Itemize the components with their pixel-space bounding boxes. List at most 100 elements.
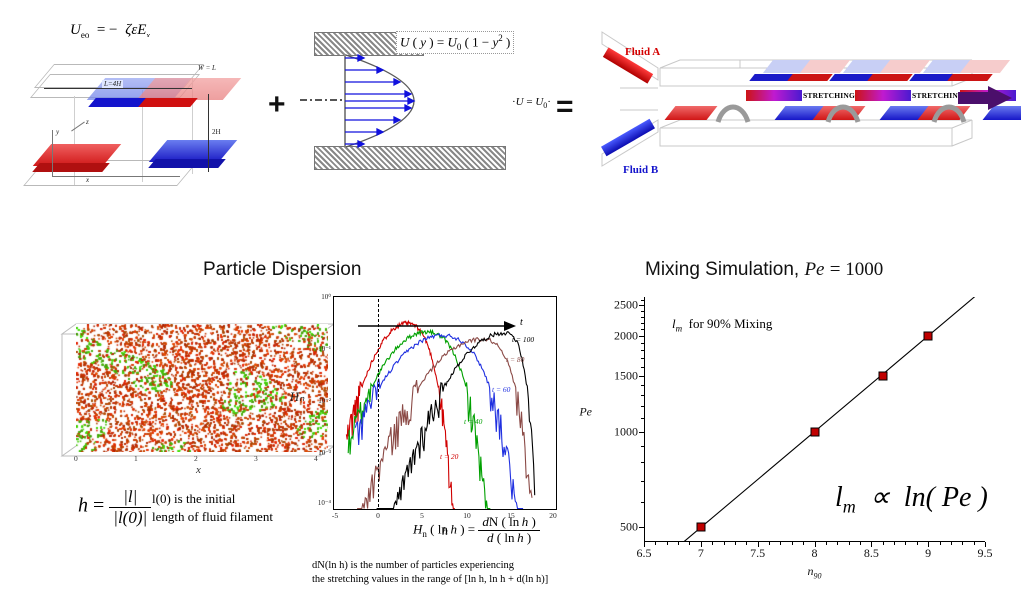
mixing-title-value: = 1000 [829, 259, 884, 280]
label-height: 2H [212, 128, 221, 136]
pd-xtick-1: 1 [134, 454, 138, 463]
pe-data-point [810, 427, 819, 437]
edge-line [142, 90, 143, 182]
pe-vs-n90-chart: 500 1000 1500 2000 2500 6.5 7 7.5 8 8.5 9 9.5 n90 Pe [579, 297, 993, 580]
pe-annotation-note: lm for 90% Mixing [672, 316, 773, 334]
pe-xtick-mark [871, 542, 873, 547]
pe-ytick-minor [641, 418, 644, 420]
pe-ytick-minor [641, 385, 644, 387]
pe-xtick-minor [837, 542, 839, 545]
section-title-particle-dispersion: Particle Dispersion [203, 259, 362, 280]
label-length: L=4H [102, 80, 124, 88]
pe-ytick-minor [641, 342, 644, 344]
pe-ytick-2000: 2000 [614, 328, 638, 343]
pe-xtick-9: 9 [925, 546, 932, 560]
pe-xtick-minor [825, 542, 827, 545]
pe-xtick-minor [950, 542, 952, 545]
wall-bottom [314, 146, 506, 170]
pe-ytick-mark [639, 431, 644, 433]
pe-ytick-minor [641, 480, 644, 482]
curve-label-t100: t = 100 [512, 335, 535, 344]
band-stretching-1: STRETCHING [803, 91, 856, 100]
pe-xtick-8: 8 [811, 546, 818, 560]
operator-plus: + [268, 88, 286, 121]
hist-xtick-0: 0 [376, 511, 380, 520]
profile-equation: U ( y ) = U0 ( 1 − y2 ) [396, 31, 515, 54]
pd-xlabel: x [196, 464, 201, 476]
pd-xtick-0: 0 [74, 454, 78, 463]
length-dim-line [44, 88, 192, 89]
chip-red-edge [947, 74, 993, 81]
label-width: W = L [198, 64, 216, 72]
electroosmotic-equation: Ueo = − ζεEx μ [70, 22, 154, 40]
pe-xtick-mark [985, 542, 986, 547]
pe-ytick-mark [639, 375, 644, 377]
pe-xtick-mark [928, 542, 930, 547]
hist-xtick-15: 15 [507, 511, 515, 520]
pe-xtick-minor [780, 542, 782, 545]
stretch-arrow [746, 90, 802, 101]
mixing-title-pe: Pe [804, 259, 825, 280]
pe-ytick-minor [641, 350, 644, 352]
pe-ylabel: Pe [579, 404, 592, 419]
dn-note-line1: dN(ln h) is the number of particles expe… [312, 560, 515, 571]
pe-xtick-9_5: 9.5 [977, 546, 993, 560]
pe-ytick-2500: 2500 [614, 297, 638, 312]
h-note: l(0) is the initial length of fluid fila… [152, 490, 273, 525]
pe-data-point [923, 331, 933, 341]
profile-baseline [344, 54, 346, 146]
particle-dispersion-plot: 0 1 2 3 4 1 0.5 0 -0.5 -1 x y [58, 318, 350, 476]
hist-xtick-20: 20 [549, 511, 557, 520]
pe-axes-frame [644, 297, 985, 542]
fluid-b-label: Fluid B [623, 164, 659, 176]
histogram-curves [345, 319, 536, 509]
h-zero-line [378, 299, 379, 507]
dn-note-line2: the stretching values in the range of [l… [312, 574, 549, 586]
pe-xtick-minor [973, 542, 975, 545]
curve-label-t40: t = 40 [464, 417, 483, 426]
hist-ytick-2: 10⁻² [318, 397, 331, 405]
eq-numerator: ζεEx [121, 22, 154, 37]
curve-label-t20: t = 20 [440, 452, 459, 461]
histogram-plot-area [334, 297, 556, 509]
hist-ytick-0: 10⁰ [321, 293, 331, 301]
chip-red-edge [787, 74, 833, 81]
folding-loops [715, 104, 967, 123]
operator-equals: = [556, 90, 574, 123]
pe-ytick-500: 500 [620, 519, 638, 534]
pe-xtick-minor [769, 542, 771, 545]
pe-xtick-minor [939, 542, 941, 545]
pe-ytick-minor [641, 502, 644, 504]
pe-ytick-mark [639, 305, 644, 307]
eq-operator: = − [93, 22, 118, 38]
curve-label-t80: t = 80 [506, 355, 525, 364]
fluid-a-label: Fluid A [625, 46, 661, 58]
pe-xtick-minor [859, 542, 861, 545]
h-definition: h = |l| |l(0)| [78, 487, 152, 527]
pe-xtick-minor [916, 542, 918, 545]
pe-xtick-7: 7 [697, 546, 704, 560]
pe-xtick-minor [905, 542, 907, 545]
pe-xtick-minor [712, 542, 714, 545]
electrode-bottom-red [32, 163, 110, 172]
eq-fraction: ζεEx μ [121, 22, 154, 37]
pe-ytick-minor [641, 446, 644, 448]
pe-xtick-mark [757, 542, 759, 547]
edge-line [192, 78, 193, 174]
pe-ytick-minor [641, 406, 644, 408]
hist-ytick-4: 10⁻⁴ [317, 499, 331, 507]
dn-note: dN(ln h) is the number of particles expe… [312, 559, 548, 587]
pe-xtick-minor [734, 542, 736, 545]
pe-ytick-minor [641, 322, 644, 324]
pd-xtick-3: 3 [254, 454, 258, 463]
stretch-arrow [855, 90, 911, 101]
pe-data-point [696, 522, 706, 532]
edge-line [74, 96, 75, 186]
x-axis-line [52, 176, 180, 177]
pe-xtick-minor [666, 542, 668, 545]
stretching-histogram-chart: t 10⁰ 10⁻¹ 10⁻² 10⁻³ 10⁻⁴ Hₙ -5 0 5 10 1… [290, 293, 557, 538]
pe-xtick-minor [894, 542, 896, 545]
pe-ytick-mark [639, 335, 644, 337]
eq-lhs-sub: eo [80, 30, 90, 40]
pd-xtick-4: 4 [314, 454, 318, 463]
